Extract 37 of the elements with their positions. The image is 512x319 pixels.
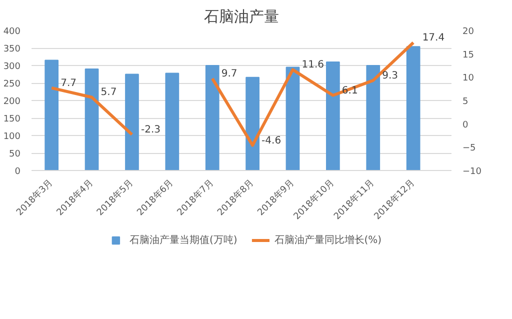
chart-title: 石脑油产量	[204, 8, 279, 26]
legend-label: 石脑油产量同比增长(%)	[274, 234, 382, 247]
y2-tick-label: −10	[462, 167, 482, 177]
y-tick-label: 300	[3, 62, 21, 72]
y2-tick-label: 0	[462, 120, 468, 130]
y2-tick-label: 5	[462, 97, 468, 107]
y-tick-label: 350	[3, 44, 21, 54]
y-tick-label: 0	[14, 167, 21, 177]
bar	[406, 46, 420, 170]
y2-tick-label: 20	[462, 27, 474, 37]
bar	[366, 65, 380, 170]
data-label: 9.3	[382, 70, 398, 82]
y2-tick-label: −5	[462, 144, 476, 154]
bar	[44, 60, 59, 170]
bar	[84, 68, 99, 170]
data-label: 17.4	[422, 32, 445, 44]
data-label: 9.7	[221, 68, 238, 80]
data-label: 5.7	[100, 87, 117, 98]
y-tick-label: 200	[3, 97, 21, 107]
data-label: 7.7	[60, 78, 76, 89]
y-tick-label: 150	[3, 114, 21, 124]
data-label: 11.6	[302, 60, 324, 71]
bar	[246, 76, 260, 170]
y2-tick-label: 15	[462, 50, 474, 60]
data-label: -4.6	[262, 135, 282, 146]
y2-tick-label: 10	[462, 74, 474, 84]
bar	[326, 62, 340, 170]
bar	[125, 74, 139, 170]
y-tick-label: 400	[3, 27, 21, 37]
legend-label: 石脑油产量当期值(万吨)	[129, 234, 238, 247]
y-tick-label: 50	[9, 150, 21, 160]
y-tick-label: 250	[3, 80, 21, 90]
data-label: -2.3	[140, 124, 160, 136]
bar	[205, 65, 220, 170]
bar	[286, 66, 300, 170]
bar	[165, 72, 180, 170]
y-tick-label: 100	[3, 132, 21, 142]
